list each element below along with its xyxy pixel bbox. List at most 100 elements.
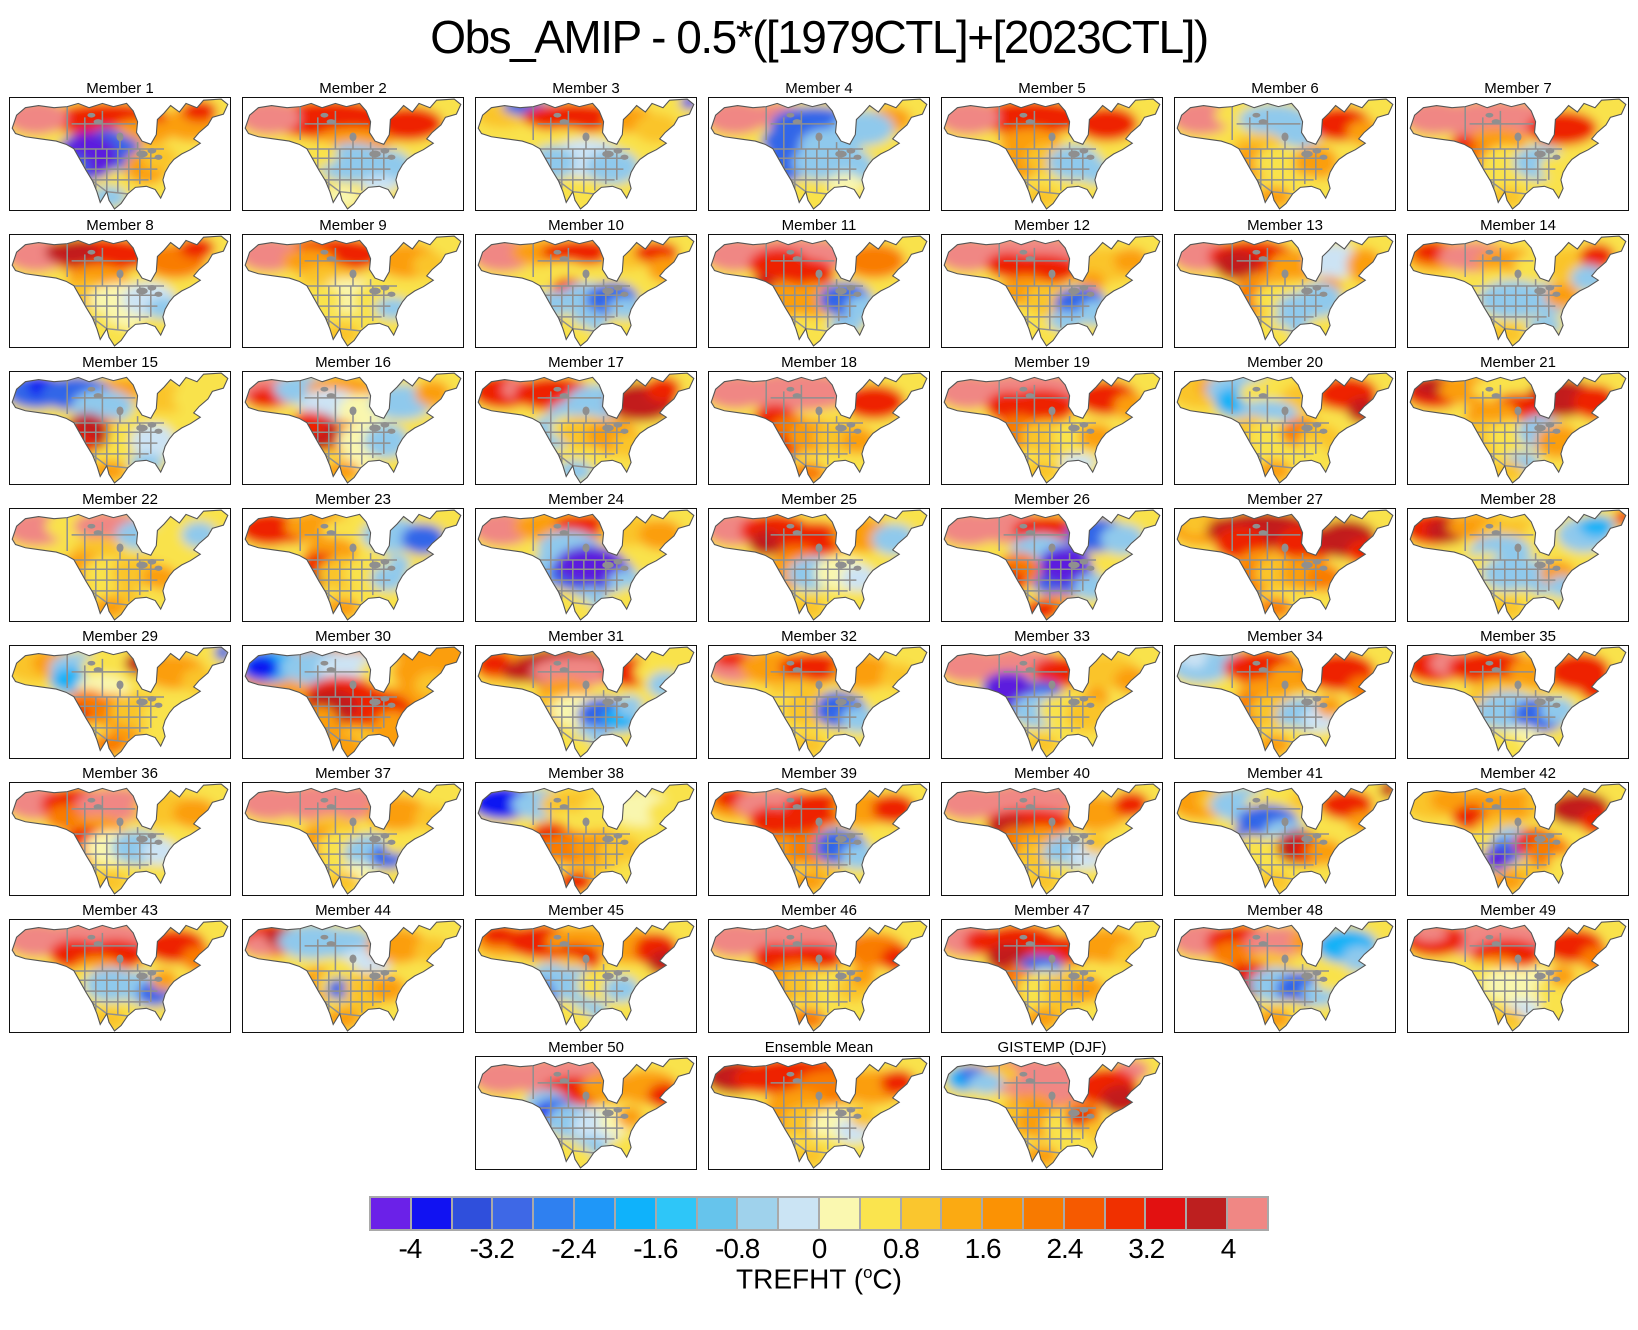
panel-title: Member 48 — [1247, 902, 1323, 919]
panel-title: Member 38 — [548, 765, 624, 782]
panel-row: Member 50 Ensemble Mean GISTEMP (DJF) — [0, 1039, 1638, 1170]
map-panel: Member 35 — [1407, 628, 1629, 759]
anomaly-map — [11, 920, 229, 1032]
colorbar-tick-label: 2.4 — [1046, 1233, 1083, 1264]
panel-title: Member 3 — [552, 80, 620, 97]
colorbar-ticks: -4 -3.2 -2.4 -1.6 -0.8 0 0.8 1.6 2.4 3.2 4 — [369, 1231, 1269, 1265]
map-frame — [475, 508, 697, 622]
colorbar-segment — [493, 1198, 535, 1229]
panel-title: Member 40 — [1014, 765, 1090, 782]
panel-title: Member 34 — [1247, 628, 1323, 645]
panel-row: Member 29 Member 30 Member 31 Member 32 Memb… — [0, 628, 1638, 759]
map-panel: GISTEMP (DJF) — [941, 1039, 1163, 1170]
map-frame — [708, 508, 930, 622]
anomaly-map — [710, 372, 928, 484]
anomaly-map — [244, 783, 462, 895]
panel-title: Ensemble Mean — [764, 1039, 874, 1056]
panel-title: Member 46 — [781, 902, 857, 919]
colorbar-segment — [575, 1198, 616, 1229]
map-panel: Member 27 — [1174, 491, 1396, 622]
anomaly-map — [11, 372, 229, 484]
map-frame — [941, 97, 1163, 211]
anomaly-map — [11, 509, 229, 621]
anomaly-map — [244, 98, 462, 210]
map-frame — [941, 371, 1163, 485]
panel-title: Member 5 — [1018, 80, 1086, 97]
map-panel: Member 4 — [708, 80, 930, 211]
anomaly-map — [710, 235, 928, 347]
map-panel: Member 48 — [1174, 902, 1396, 1033]
panel-title: Member 47 — [1014, 902, 1090, 919]
panel-title: Member 39 — [781, 765, 857, 782]
colorbar-tick-label: 0.8 — [882, 1233, 920, 1264]
panel-title: Member 25 — [781, 491, 857, 508]
map-frame — [1407, 234, 1629, 348]
map-panel: Member 12 — [941, 217, 1163, 348]
panel-title: Member 36 — [82, 765, 158, 782]
anomaly-map — [710, 509, 928, 621]
map-panel: Member 29 — [9, 628, 231, 759]
map-panel: Member 17 — [475, 354, 697, 485]
panel-title: Member 29 — [82, 628, 158, 645]
anomaly-map — [1409, 920, 1627, 1032]
map-frame — [1174, 97, 1396, 211]
map-panel: Member 47 — [941, 902, 1163, 1033]
panel-title: Member 32 — [781, 628, 857, 645]
panel-title: Member 26 — [1014, 491, 1090, 508]
map-panel: Member 25 — [708, 491, 930, 622]
map-frame — [242, 508, 464, 622]
panel-title: Member 14 — [1480, 217, 1556, 234]
anomaly-map — [710, 98, 928, 210]
map-frame — [708, 1056, 930, 1170]
map-panel: Member 16 — [242, 354, 464, 485]
figure-title: Obs_AMIP - 0.5*([1979CTL]+[2023CTL]) — [430, 11, 1209, 63]
panel-title: Member 6 — [1251, 80, 1319, 97]
map-frame — [941, 645, 1163, 759]
panel-title: Member 7 — [1484, 80, 1552, 97]
map-panel: Member 8 — [9, 217, 231, 348]
anomaly-map — [11, 235, 229, 347]
colorbar-segment — [901, 1198, 943, 1229]
colorbar-segment — [697, 1198, 739, 1229]
colorbar-tick-label: -3.2 — [469, 1233, 515, 1264]
panel-title: Member 1 — [86, 80, 154, 97]
anomaly-map — [1176, 920, 1394, 1032]
map-panel: Member 49 — [1407, 902, 1629, 1033]
panel-title: Member 16 — [315, 354, 391, 371]
map-frame — [9, 782, 231, 896]
map-frame — [1174, 371, 1396, 485]
panel-grid: Member 1 Member 2 Member 3 Member 4 Member 5… — [0, 80, 1638, 1170]
panel-row: Member 15 Member 16 Member 17 Member 18 Memb… — [0, 354, 1638, 485]
anomaly-map — [1409, 509, 1627, 621]
anomaly-map — [477, 920, 695, 1032]
panel-title: Member 42 — [1480, 765, 1556, 782]
map-panel: Member 2 — [242, 80, 464, 211]
map-frame — [9, 508, 231, 622]
map-panel: Member 20 — [1174, 354, 1396, 485]
colorbar-segment — [942, 1198, 984, 1229]
map-panel: Member 39 — [708, 765, 930, 896]
panel-title: Member 11 — [781, 217, 857, 234]
anomaly-map — [710, 783, 928, 895]
panel-title: Member 15 — [82, 354, 158, 371]
colorbar-tick-label: -1.6 — [633, 1233, 678, 1264]
panel-row: Member 22 Member 23 Member 24 Member 25 Memb… — [0, 491, 1638, 622]
map-panel: Member 50 — [475, 1039, 697, 1170]
map-panel: Member 44 — [242, 902, 464, 1033]
map-frame — [941, 919, 1163, 1033]
map-panel: Member 42 — [1407, 765, 1629, 896]
colorbar-tick-label: -2.4 — [551, 1233, 596, 1264]
colorbar-tick-label: 1.6 — [964, 1233, 1002, 1264]
map-panel: Member 19 — [941, 354, 1163, 485]
panel-title: Member 21 — [1480, 354, 1556, 371]
anomaly-map — [244, 509, 462, 621]
map-panel: Member 40 — [941, 765, 1163, 896]
colorbar-tick-label: 4 — [1220, 1233, 1237, 1264]
map-panel: Member 37 — [242, 765, 464, 896]
map-panel: Ensemble Mean — [708, 1039, 930, 1170]
colorbar-label: TREFHT (oC) — [369, 1263, 1269, 1295]
anomaly-map — [11, 783, 229, 895]
map-panel: Member 15 — [9, 354, 231, 485]
panel-row: Member 43 Member 44 Member 45 Member 46 Memb… — [0, 902, 1638, 1033]
map-frame — [242, 234, 464, 348]
